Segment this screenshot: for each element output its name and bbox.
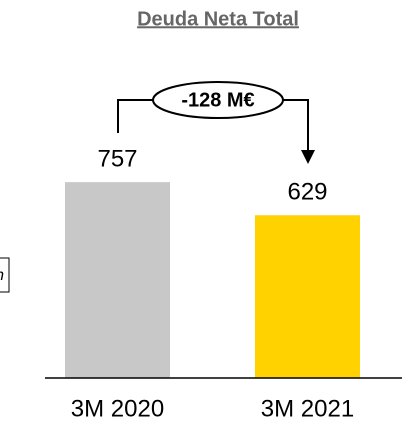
value-label: 629 [287, 179, 327, 206]
value-label: 757 [97, 145, 137, 172]
bracket-right [283, 99, 309, 152]
bar [255, 215, 360, 378]
difference-label: -128 M€ [181, 89, 254, 111]
x-tick-label: 3M 2021 [261, 395, 354, 422]
fragment-text: n [0, 267, 4, 284]
chart-title: Deuda Neta Total [137, 8, 299, 30]
fragment-box [0, 257, 10, 293]
difference-ellipse [152, 81, 284, 119]
arrow-head [301, 150, 315, 164]
bar [65, 182, 170, 378]
bracket-left [117, 99, 153, 133]
x-tick-label: 3M 2020 [71, 395, 164, 422]
